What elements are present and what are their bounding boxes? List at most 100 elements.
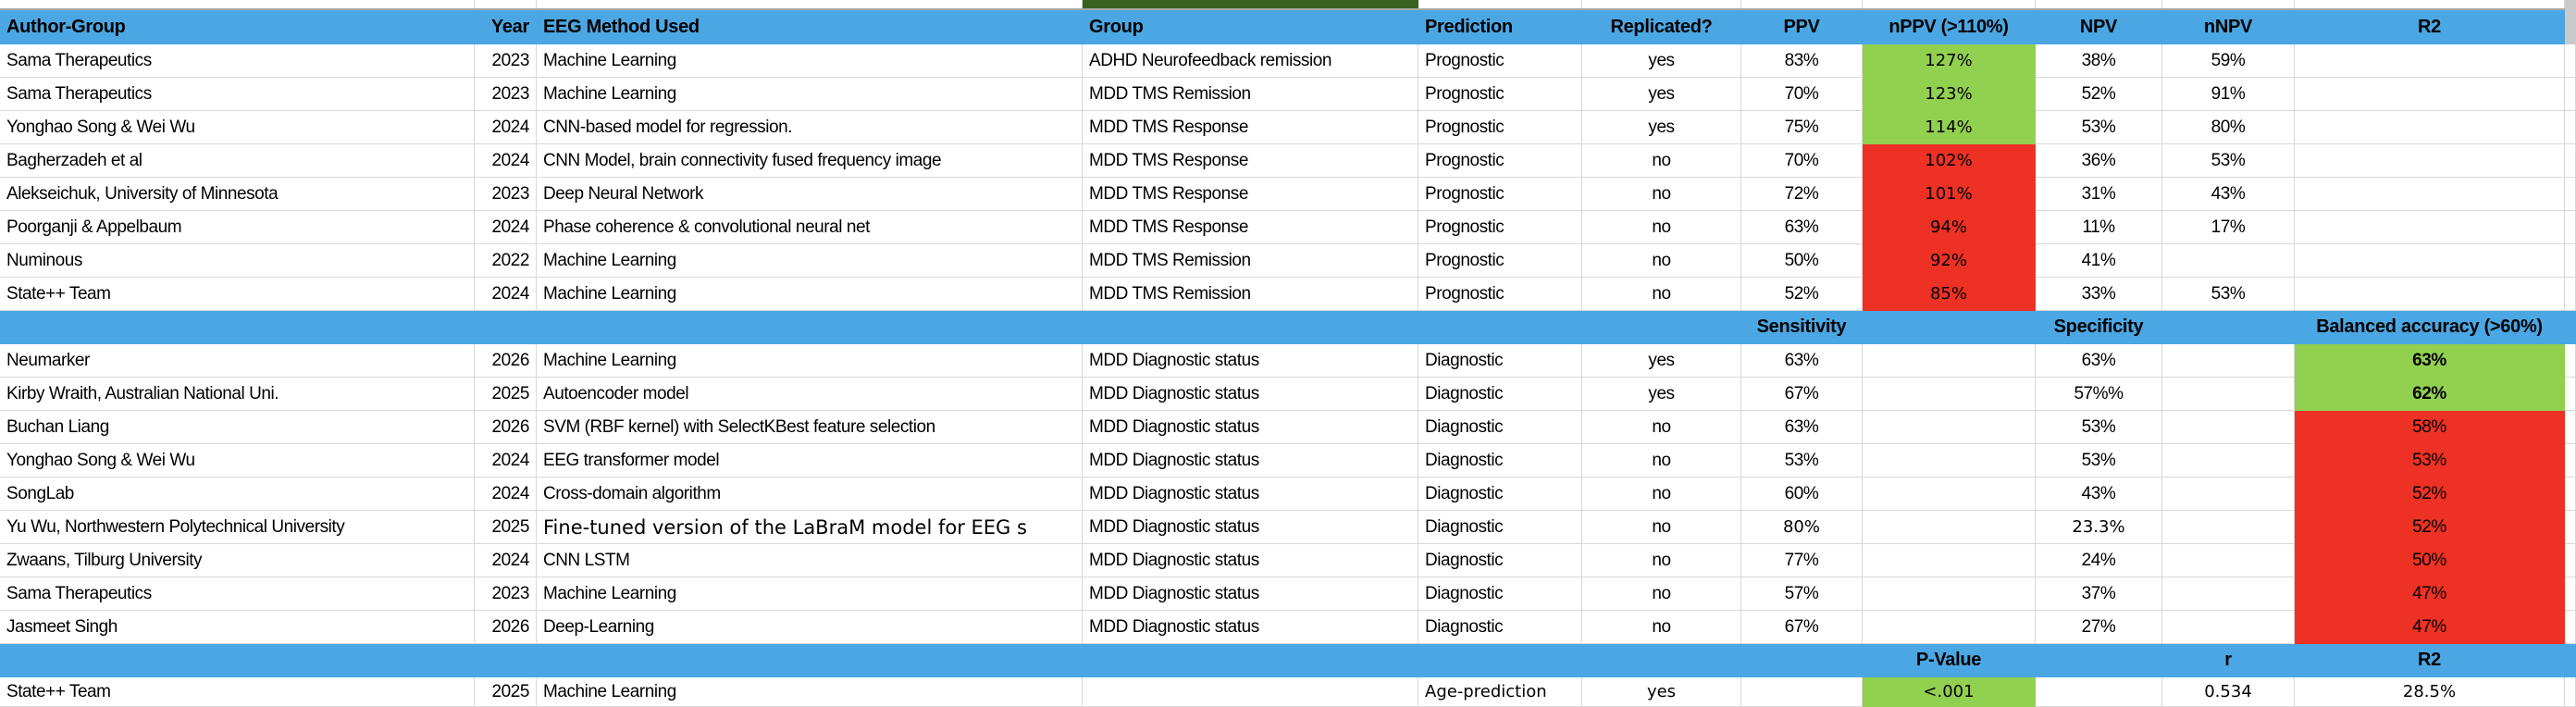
cell-nnpv[interactable] [2162,311,2295,344]
cell-r2[interactable]: 52% [2295,511,2565,544]
cell-replicated[interactable]: no [1582,211,1741,244]
cell-author[interactable]: Bagherzadeh et al [0,144,475,178]
cell-author[interactable]: Yonghao Song & Wei Wu [0,111,475,144]
cell-year[interactable]: 2023 [475,178,537,211]
cell-r2[interactable] [2295,278,2565,311]
cell-npv[interactable]: 53% [2036,111,2162,144]
cell-prediction[interactable]: Diagnostic [1418,478,1582,511]
cell-npv[interactable]: 24% [2036,544,2162,577]
cell-group[interactable]: MDD TMS Response [1083,211,1418,244]
cell-nppv[interactable]: 102% [1863,144,2036,178]
cell-r2[interactable]: 63% [2295,344,2565,378]
cell-author[interactable]: Kirby Wraith, Australian National Uni. [0,378,475,411]
cell-year[interactable]: 2023 [475,577,537,611]
cell-method[interactable]: Deep-Learning [537,611,1083,644]
cell-replicated[interactable]: no [1582,244,1741,278]
cell-ppv[interactable] [1741,644,1863,677]
cell-year[interactable]: 2025 [475,378,537,411]
cell-nnpv[interactable]: 43% [2162,178,2295,211]
cell-group[interactable]: MDD Diagnostic status [1083,544,1418,577]
cell-group[interactable]: MDD Diagnostic status [1083,478,1418,511]
cell-author[interactable]: Alekseichuk, University of Minnesota [0,178,475,211]
cell-author[interactable]: Neumarker [0,344,475,378]
cell-nppv[interactable] [1863,378,2036,411]
header-author[interactable]: Author-Group [0,10,475,44]
cell-replicated[interactable]: yes [1582,78,1741,111]
cell-author[interactable]: Jasmeet Singh [0,611,475,644]
cell-npv[interactable] [2036,677,2162,707]
cell-ppv[interactable]: 57% [1741,577,1863,611]
cell-r2[interactable] [2295,111,2565,144]
cell-nppv[interactable] [1863,577,2036,611]
cell-r2[interactable]: 50% [2295,544,2565,577]
cell-nnpv[interactable]: 91% [2162,78,2295,111]
cell-year[interactable]: 2026 [475,344,537,378]
cell-group[interactable] [1083,644,1418,677]
cell-author[interactable]: SongLab [0,478,475,511]
cell-year[interactable]: 2024 [475,278,537,311]
cell-r2[interactable]: 28.5% [2295,677,2565,707]
cell-group[interactable] [1083,677,1418,707]
cell-author[interactable]: Zwaans, Tilburg University [0,544,475,577]
cell-r2[interactable]: 52% [2295,478,2565,511]
cell-year[interactable]: 2024 [475,444,537,478]
cell-replicated[interactable]: no [1582,144,1741,178]
header-npv[interactable]: NPV [2036,10,2162,44]
cell-r2[interactable] [2295,244,2565,278]
cell-ppv[interactable] [1741,677,1863,707]
clipped-cell[interactable] [537,0,1083,8]
cell-replicated[interactable]: no [1582,444,1741,478]
cell-r2[interactable]: 53% [2295,444,2565,478]
header-year[interactable]: Year [475,10,537,44]
divider-label-r2[interactable]: R2 [2295,644,2565,677]
cell-npv[interactable]: 57%% [2036,378,2162,411]
cell-npv[interactable]: 33% [2036,278,2162,311]
cell-method[interactable]: SVM (RBF kernel) with SelectKBest featur… [537,411,1083,444]
cell-nppv[interactable]: 123% [1863,78,2036,111]
cell-group[interactable] [1083,311,1418,344]
cell-group[interactable]: MDD Diagnostic status [1083,344,1418,378]
cell-r2[interactable] [2295,178,2565,211]
cell-nppv[interactable] [1863,344,2036,378]
cell-r2[interactable]: 47% [2295,577,2565,611]
cell-ppv[interactable]: 60% [1741,478,1863,511]
divider-label-npv[interactable]: Specificity [2036,311,2162,344]
cell-nnpv[interactable] [2162,411,2295,444]
cell-year[interactable]: 2026 [475,611,537,644]
cell-author[interactable]: Buchan Liang [0,411,475,444]
cell-replicated[interactable]: no [1582,278,1741,311]
cell-nppv[interactable] [1863,411,2036,444]
cell-prediction[interactable]: Diagnostic [1418,411,1582,444]
cell-nnpv[interactable] [2162,511,2295,544]
cell-r2[interactable] [2295,78,2565,111]
cell-ppv[interactable]: 70% [1741,78,1863,111]
cell-r2[interactable] [2295,211,2565,244]
clipped-cell[interactable] [1863,0,2036,8]
cell-r2[interactable] [2295,144,2565,178]
cell-nnpv[interactable] [2162,378,2295,411]
cell-npv[interactable]: 43% [2036,478,2162,511]
clipped-cell[interactable] [475,0,537,8]
dark-green-cell[interactable] [1083,0,1418,8]
cell-npv[interactable]: 37% [2036,577,2162,611]
cell-npv[interactable] [2036,644,2162,677]
cell-prediction[interactable]: Diagnostic [1418,511,1582,544]
cell-group[interactable]: MDD TMS Response [1083,111,1418,144]
cell-npv[interactable]: 52% [2036,78,2162,111]
cell-prediction[interactable] [1418,644,1582,677]
cell-author[interactable]: Sama Therapeutics [0,78,475,111]
cell-author[interactable]: Poorganji & Appelbaum [0,211,475,244]
cell-method[interactable]: Machine Learning [537,577,1083,611]
cell-ppv[interactable]: 52% [1741,278,1863,311]
cell-nppv[interactable] [1863,478,2036,511]
cell-replicated[interactable] [1582,644,1741,677]
cell-author[interactable]: Sama Therapeutics [0,577,475,611]
cell-nppv[interactable]: 114% [1863,111,2036,144]
cell-nppv[interactable] [1863,544,2036,577]
cell-nnpv[interactable] [2162,478,2295,511]
cell-replicated[interactable]: no [1582,544,1741,577]
cell-prediction[interactable]: Prognostic [1418,144,1582,178]
cell-npv[interactable]: 41% [2036,244,2162,278]
cell-ppv[interactable]: 50% [1741,244,1863,278]
cell-npv[interactable]: 31% [2036,178,2162,211]
